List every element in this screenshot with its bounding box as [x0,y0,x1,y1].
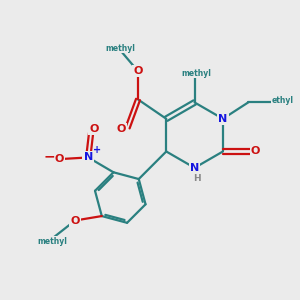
Text: ethyl: ethyl [271,97,293,106]
Text: O: O [70,215,80,226]
Text: methyl: methyl [181,69,211,78]
Text: N: N [84,152,93,162]
Text: −: − [43,149,55,163]
Text: H: H [193,174,201,183]
Text: N: N [190,163,199,173]
Text: O: O [133,66,143,76]
Text: N: N [218,114,227,124]
Text: O: O [89,124,99,134]
Text: O: O [251,146,260,157]
Text: +: + [93,145,101,155]
Text: O: O [55,154,64,164]
Text: methyl: methyl [105,44,135,53]
Text: methyl: methyl [38,237,68,246]
Text: O: O [116,124,126,134]
